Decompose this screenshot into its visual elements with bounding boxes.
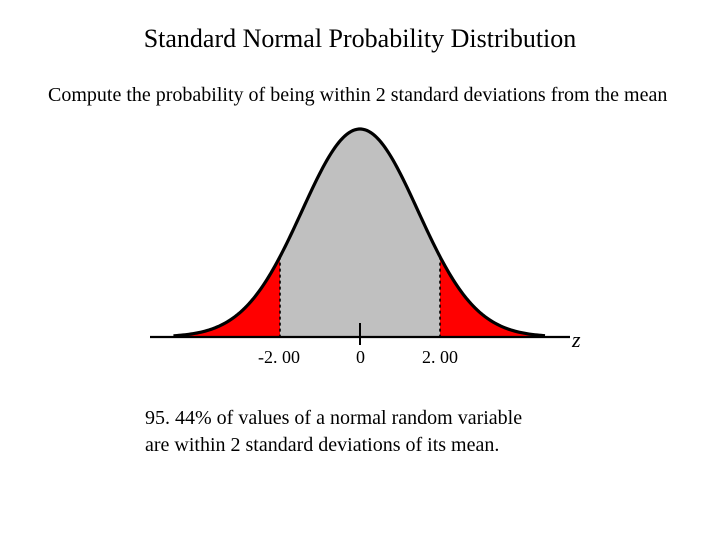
page-title: Standard Normal Probability Distribution <box>0 0 720 64</box>
subtitle-text: Compute the probability of being within … <box>0 64 720 109</box>
tick-label-neg2: -2. 00 <box>258 347 300 368</box>
tick-label-pos2: 2. 00 <box>422 347 458 368</box>
z-axis-label: z <box>572 327 581 353</box>
footnote: 95. 44% of values of a normal random var… <box>145 405 575 459</box>
chart-svg <box>120 117 600 377</box>
normal-distribution-chart: -2. 00 0 2. 00 z <box>120 117 600 377</box>
tick-label-zero: 0 <box>356 347 365 368</box>
footnote-line-2: are within 2 standard deviations of its … <box>145 434 499 456</box>
footnote-line-1: 95. 44% of values of a normal random var… <box>145 407 522 429</box>
slide: Standard Normal Probability Distribution… <box>0 0 720 540</box>
